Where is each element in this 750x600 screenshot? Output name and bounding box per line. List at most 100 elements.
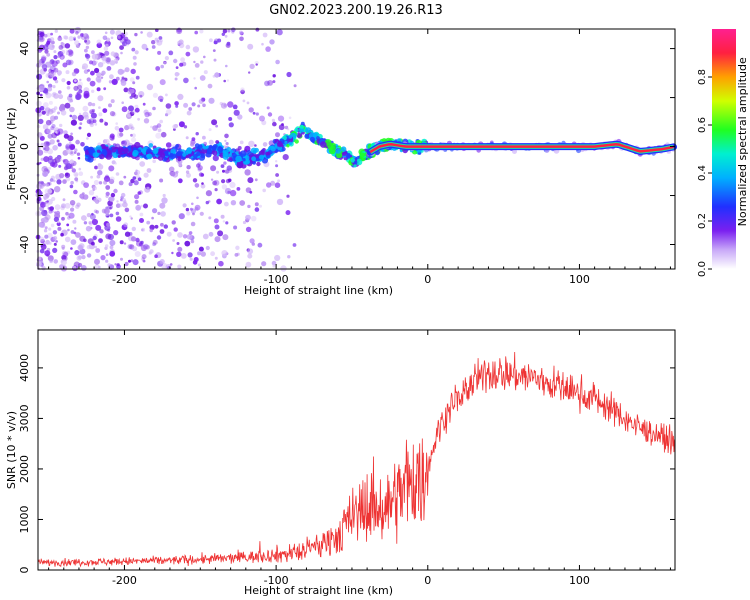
spectral-noise-dot-506	[39, 248, 45, 254]
spectral-track-dot-2083	[346, 154, 351, 159]
spectral-noise-dot-528	[292, 243, 297, 247]
spectral-noise-dot-459	[47, 255, 54, 262]
spectral-noise-dot-473	[271, 118, 275, 122]
spectral-noise-dot-852	[262, 142, 268, 147]
spectral-noise-dot-206	[119, 240, 124, 245]
spectral-noise-dot-290	[212, 49, 216, 52]
spectral-noise-dot-177	[149, 228, 153, 233]
spectral-noise-dot-638	[70, 247, 73, 250]
spectral-noise-dot-325	[52, 179, 56, 183]
spectral-noise-dot-587	[225, 64, 228, 68]
spectral-noise-dot-819	[43, 147, 46, 150]
spectral-noise-dot-420	[48, 227, 52, 231]
spectral-noise-dot-397	[142, 102, 146, 106]
spectral-noise-dot-1145	[107, 228, 111, 232]
spectral-noise-dot-610	[143, 118, 150, 124]
spectral-noise-dot-830	[65, 146, 70, 151]
spectral-noise-dot-878	[56, 155, 62, 160]
spectral-noise-dot-1108	[45, 183, 50, 187]
spectral-noise-dot-630	[249, 190, 253, 194]
spectral-noise-dot-776	[88, 221, 92, 225]
spectral-noise-dot-518	[208, 216, 212, 220]
spectral-noise-dot-431	[54, 204, 61, 211]
spectral-noise-dot-712	[58, 45, 64, 50]
spectral-track-dot-1849	[177, 157, 182, 162]
spectral-noise-dot-896	[37, 190, 43, 196]
spectral-noise-dot-193	[78, 262, 83, 268]
spectral-noise-dot-344	[267, 112, 273, 117]
spectral-noise-dot-391	[129, 244, 135, 250]
spectral-noise-dot-1162	[41, 168, 44, 171]
spectral-track-dot-1978	[95, 145, 102, 152]
spectrogram-x-ticks: -200 -100 0 100	[48, 29, 671, 286]
spectral-noise-dot-454	[43, 141, 50, 148]
spectral-noise-dot-781	[145, 183, 152, 190]
spectral-noise-dot-1146	[267, 80, 273, 86]
y-tick-label-1: 1000	[18, 505, 31, 533]
spectral-track-dot-1945	[111, 148, 117, 153]
spectral-noise-dot-537	[159, 229, 165, 234]
spectral-noise-dot-975	[264, 80, 270, 87]
y-tick-label-1: -20	[18, 187, 31, 205]
spectral-noise-dot-118	[49, 139, 55, 145]
spectral-noise-dot-866	[98, 112, 103, 117]
spectral-noise-dot-326	[174, 101, 179, 106]
spectral-noise-dot-1193	[90, 112, 97, 119]
spectral-track-dot-2080	[242, 158, 246, 162]
spectral-track-dot-2051	[99, 153, 105, 160]
spectral-noise-dot-738	[66, 80, 71, 86]
spectral-noise-dot-1026	[50, 70, 55, 74]
spectral-noise-dot-907	[185, 136, 189, 140]
spectral-noise-dot-347	[105, 185, 111, 190]
spectral-noise-dot-751	[152, 208, 158, 214]
spectral-track-dot-2082	[353, 160, 358, 165]
spectral-noise-dot-818	[74, 250, 80, 256]
spectral-noise-dot-374	[224, 34, 228, 38]
spectral-track-dot-1763	[200, 152, 206, 159]
spectral-noise-dot-392	[114, 125, 120, 131]
spectral-noise-dot-1107	[41, 64, 48, 70]
spectral-noise-dot-289	[165, 113, 169, 117]
spectral-noise-dot-297	[137, 117, 141, 121]
spectral-noise-dot-983	[89, 213, 96, 220]
spectral-noise-dot-1099	[127, 110, 131, 114]
spectral-noise-dot-1093	[176, 251, 182, 257]
y-tick-label-2: 2000	[18, 455, 31, 483]
spectral-noise-dot-873	[81, 215, 87, 221]
spectral-noise-dot-648	[252, 111, 256, 115]
spectral-noise-dot-410	[67, 216, 71, 220]
spectral-noise-dot-708	[242, 220, 247, 225]
spectral-track-dot-2004	[96, 149, 101, 153]
spectral-noise-dot-552	[265, 46, 271, 52]
spectral-noise-dot-1129	[40, 222, 46, 228]
spectral-noise-dot-1131	[217, 230, 224, 237]
spectral-noise-dot-1073	[110, 192, 116, 198]
spectral-noise-dot-707	[168, 50, 174, 56]
spectral-noise-dot-147	[221, 179, 226, 184]
spectral-noise-dot-432	[74, 79, 77, 82]
spectral-noise-dot-591	[201, 97, 206, 102]
frequency-track	[366, 140, 677, 156]
spectral-noise-dot-1010	[124, 231, 131, 237]
spectral-noise-dot-1090	[48, 241, 52, 245]
spectral-noise-dot-693	[76, 255, 82, 261]
spectral-noise-dot-421	[205, 200, 209, 205]
spectral-noise-dot-812	[132, 55, 137, 60]
spectral-noise-dot-823	[54, 29, 58, 33]
spectral-noise-dot-1149	[72, 265, 77, 270]
spectral-noise-dot-293	[195, 132, 199, 136]
spectral-track-dot-2075	[134, 141, 141, 149]
spectral-track-dot-2058	[198, 144, 203, 149]
spectral-noise-dot-958	[139, 161, 146, 167]
spectral-noise-dot-799	[247, 177, 254, 184]
spectral-track-dot-2001	[160, 152, 165, 158]
spectral-track-dot-2096	[217, 146, 224, 153]
spectral-noise-dot-221	[272, 80, 276, 84]
spectral-track-dot-2073	[342, 151, 347, 156]
spectral-noise-dot-741	[43, 102, 49, 108]
y-tick-label-0: -40	[18, 236, 31, 254]
spectral-noise-dot-1172	[237, 146, 242, 150]
spectral-noise-dot-768	[131, 226, 136, 232]
spectral-noise-dot-807	[57, 36, 63, 42]
colorbar-tick-label-4: 0.8	[697, 69, 708, 85]
